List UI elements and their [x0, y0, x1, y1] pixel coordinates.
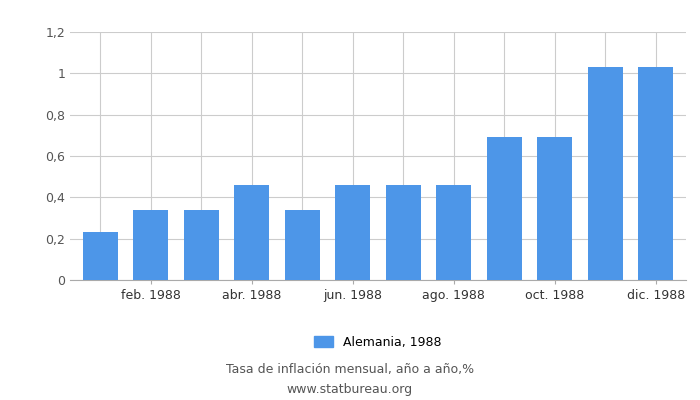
Text: Tasa de inflación mensual, año a año,%: Tasa de inflación mensual, año a año,%: [226, 363, 474, 376]
Bar: [234, 185, 270, 280]
Bar: [183, 210, 219, 280]
Text: www.statbureau.org: www.statbureau.org: [287, 383, 413, 396]
Bar: [285, 210, 320, 280]
Bar: [486, 137, 522, 280]
Bar: [335, 185, 370, 280]
Bar: [133, 210, 169, 280]
Legend: Alemania, 1988: Alemania, 1988: [309, 331, 447, 354]
Bar: [537, 137, 573, 280]
Bar: [436, 185, 471, 280]
Bar: [587, 67, 623, 280]
Bar: [638, 67, 673, 280]
Bar: [386, 185, 421, 280]
Bar: [83, 232, 118, 280]
